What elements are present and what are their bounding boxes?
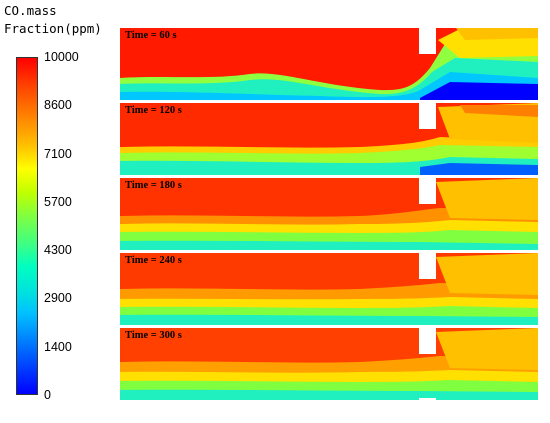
colorbar-tick: 8600 — [44, 98, 72, 112]
contour-plot — [120, 103, 538, 175]
contour-panels: Time = 60 s Time = 120 s Time = 180 s — [120, 28, 538, 406]
panel-time-label: Time = 180 s — [125, 180, 182, 191]
panel-time-label: Time = 240 s — [125, 255, 182, 266]
contour-panel: Time = 300 s — [120, 328, 538, 400]
contour-plot — [120, 253, 538, 325]
obstacle-block — [419, 398, 436, 406]
legend-title: CO.mass Fraction(ppm) — [4, 2, 114, 38]
colorbar-tick: 4300 — [44, 243, 72, 257]
colorbar-tick: 10000 — [44, 50, 79, 64]
contour-panel: Time = 60 s — [120, 28, 538, 100]
colorbar-tick: 2900 — [44, 291, 72, 305]
colorbar-tick: 0 — [44, 388, 51, 402]
colorbar-tick: 5700 — [44, 195, 72, 209]
obstacle-block — [419, 103, 436, 129]
panel-divider — [120, 175, 538, 178]
obstacle-block — [419, 28, 436, 54]
contour-panel: Time = 120 s — [120, 103, 538, 175]
panel-time-label: Time = 300 s — [125, 330, 182, 341]
contour-plot — [120, 328, 538, 400]
colorbar — [16, 57, 38, 395]
legend-title-line1: CO.mass — [4, 3, 57, 18]
colorbar-tick: 7100 — [44, 147, 72, 161]
colorbar-tick: 1400 — [44, 340, 72, 354]
legend-title-line2: Fraction(ppm) — [4, 21, 102, 36]
panel-divider — [120, 325, 538, 328]
obstacle-block — [419, 328, 436, 354]
panel-time-label: Time = 120 s — [125, 105, 182, 116]
contour-panel: Time = 240 s — [120, 253, 538, 325]
contour-plot — [120, 28, 538, 100]
contour-panel: Time = 180 s — [120, 178, 538, 250]
panel-time-label: Time = 60 s — [125, 30, 177, 41]
panel-divider — [120, 250, 538, 253]
obstacle-block — [419, 253, 436, 279]
obstacle-block — [419, 178, 436, 204]
panel-divider — [120, 100, 538, 103]
contour-plot — [120, 178, 538, 250]
